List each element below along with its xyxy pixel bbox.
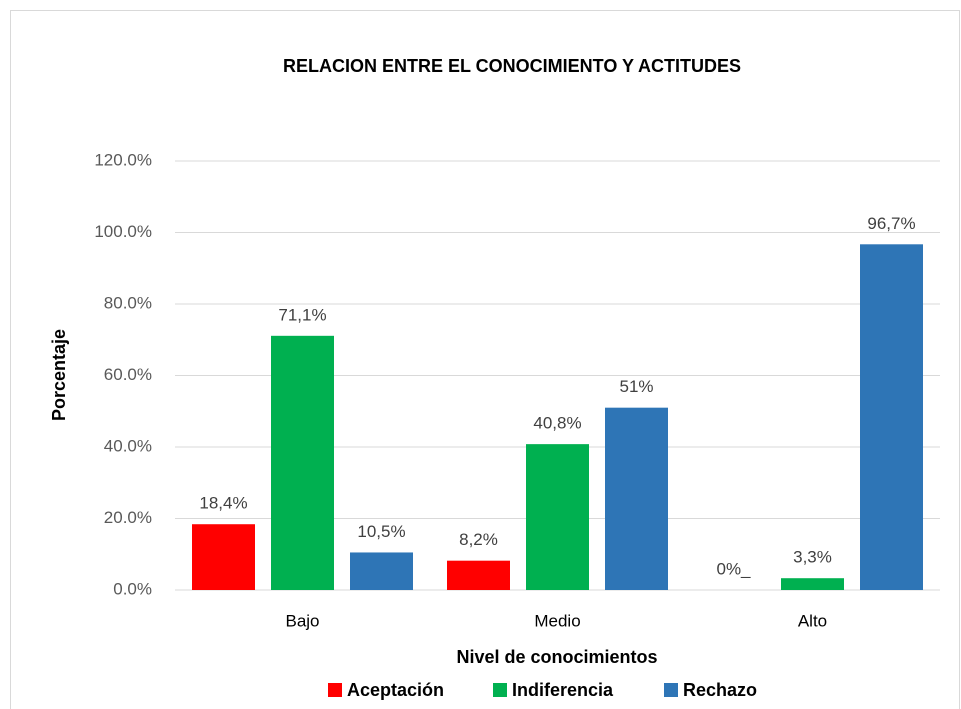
legend-label: Rechazo xyxy=(683,680,757,700)
legend-swatch xyxy=(493,683,507,697)
legend-label: Aceptación xyxy=(347,680,444,700)
bar xyxy=(781,578,844,590)
value-label: 8,2% xyxy=(459,530,498,549)
y-tick-label: 20.0% xyxy=(104,508,152,527)
legend-swatch xyxy=(664,683,678,697)
bar xyxy=(526,444,589,590)
bar xyxy=(271,335,334,590)
bar xyxy=(350,552,413,590)
value-label: 51% xyxy=(619,377,653,396)
y-tick-label: 0.0% xyxy=(113,579,152,598)
value-label: 0%_ xyxy=(716,559,751,578)
value-label: 71,1% xyxy=(278,305,326,324)
value-label: 18,4% xyxy=(199,494,247,513)
y-tick-label: 100.0% xyxy=(94,222,152,241)
x-tick-label: Bajo xyxy=(285,611,319,630)
y-tick-label: 60.0% xyxy=(104,365,152,384)
value-label: 96,7% xyxy=(867,214,915,233)
y-tick-label: 80.0% xyxy=(104,293,152,312)
y-tick-label: 40.0% xyxy=(104,436,152,455)
value-label: 40,8% xyxy=(533,414,581,433)
bar xyxy=(605,407,668,590)
x-axis-label: Nivel de conocimientos xyxy=(456,647,657,667)
chart-title: RELACION ENTRE EL CONOCIMIENTO Y ACTITUD… xyxy=(283,56,741,76)
x-tick-label: Medio xyxy=(534,611,580,630)
y-axis-label: Porcentaje xyxy=(49,329,69,421)
y-tick-label: 120.0% xyxy=(94,150,152,169)
value-label: 10,5% xyxy=(357,522,405,541)
legend-swatch xyxy=(328,683,342,697)
value-label: 3,3% xyxy=(793,548,832,567)
bar xyxy=(860,244,923,591)
legend-label: Indiferencia xyxy=(512,680,614,700)
bar xyxy=(192,524,255,590)
x-tick-label: Alto xyxy=(798,611,827,630)
chart-border xyxy=(10,10,960,709)
bar xyxy=(447,560,510,590)
